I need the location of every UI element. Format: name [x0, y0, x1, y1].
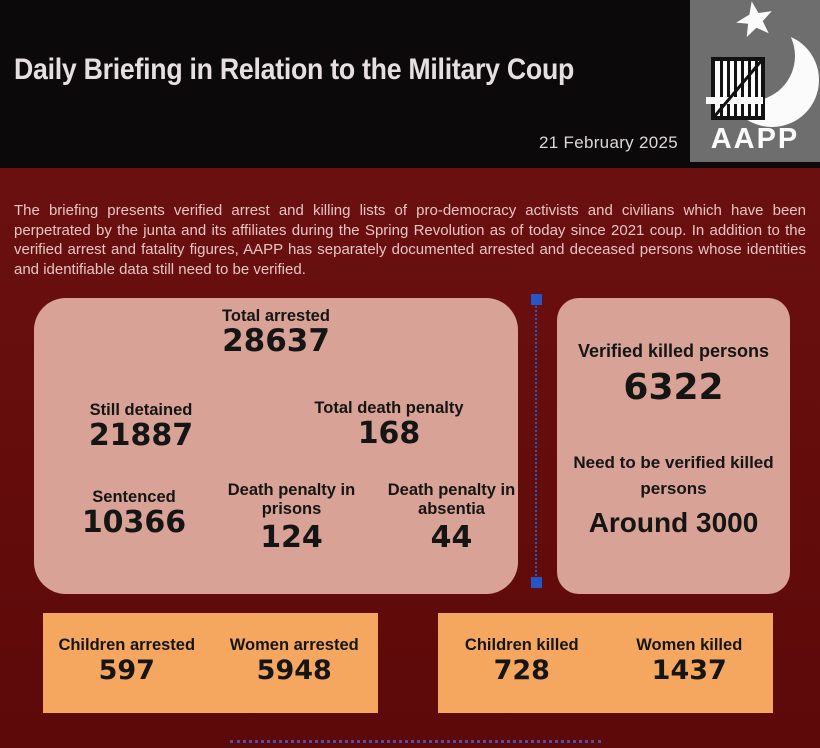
stat-value: 28637: [222, 323, 330, 359]
stat-value: 44: [430, 520, 473, 555]
stat-value: 597: [98, 655, 155, 686]
stat-label: Death penalty in absentia: [387, 481, 516, 518]
stat-value: Around 3000: [588, 507, 759, 538]
stat-label: Children killed: [464, 636, 579, 654]
arrested-demographics-box: Children arrested 597 Women arrested 594…: [43, 613, 378, 713]
stat-children-arrested: Children arrested 597: [43, 635, 211, 686]
stat-death-penalty-absentia: Death penalty in absentia 44: [374, 481, 529, 553]
stat-label: Verified killed persons: [577, 341, 770, 361]
stat-total-death-penalty: Total death penalty 168: [289, 399, 489, 449]
stat-death-penalty-prisons: Death penalty in prisons 124: [214, 481, 369, 553]
aapp-logo-text: AAPP: [710, 123, 800, 155]
star-icon: [736, 1, 772, 38]
stat-label: Sentenced: [92, 488, 176, 506]
stat-value: 728: [493, 655, 550, 686]
connector-handle-top: [531, 294, 542, 305]
aapp-logo: AAPP: [690, 0, 820, 162]
stat-label: Total arrested: [222, 307, 330, 325]
stat-value: 5948: [256, 655, 332, 686]
stat-label: Death penalty in prisons: [227, 481, 356, 518]
intro-paragraph: The briefing presents verified arrest an…: [14, 202, 806, 278]
stat-value: 168: [357, 416, 421, 451]
vertical-dotted-connector: [535, 303, 537, 579]
stat-sentenced: Sentenced 10366: [44, 488, 224, 538]
stat-value: 21887: [88, 418, 194, 453]
stat-verified-killed: Verified killed persons 6322: [557, 342, 790, 407]
stat-value: 1437: [651, 655, 727, 686]
killed-demographics-box: Children killed 728 Women killed 1437: [438, 613, 773, 713]
stat-label: Still detained: [89, 401, 193, 419]
prison-bars-icon: [706, 57, 765, 120]
killed-stats-panel: Verified killed persons 6322 Need to be …: [557, 298, 790, 594]
stat-women-killed: Women killed 1437: [606, 635, 774, 686]
stat-label: Children arrested: [58, 636, 196, 654]
page-title: Daily Briefing in Relation to the Milita…: [14, 53, 575, 86]
stat-children-killed: Children killed 728: [438, 635, 606, 686]
stat-need-verified-killed: Need to be verified killed persons Aroun…: [573, 450, 774, 540]
briefing-date: 21 February 2025: [539, 133, 678, 152]
stat-still-detained: Still detained 21887: [56, 401, 226, 451]
stat-value: 124: [260, 520, 323, 555]
stat-label: Women arrested: [229, 636, 359, 654]
header-bar: Daily Briefing in Relation to the Milita…: [0, 0, 820, 168]
arrest-stats-panel: Total arrested 28637 Still detained 2188…: [34, 298, 518, 594]
stat-label: Total death penalty: [314, 399, 464, 417]
stat-total-arrested: Total arrested 28637: [34, 307, 518, 357]
stat-value: 10366: [81, 505, 187, 540]
stat-label: Need to be verified killed persons: [573, 453, 774, 498]
connector-handle-bottom: [531, 577, 542, 588]
stat-value: 6322: [623, 367, 724, 408]
aapp-logo-graphic: [706, 1, 819, 127]
bottom-dotted-divider: [230, 740, 601, 743]
stat-label: Women killed: [636, 636, 743, 654]
stat-women-arrested: Women arrested 5948: [211, 635, 379, 686]
